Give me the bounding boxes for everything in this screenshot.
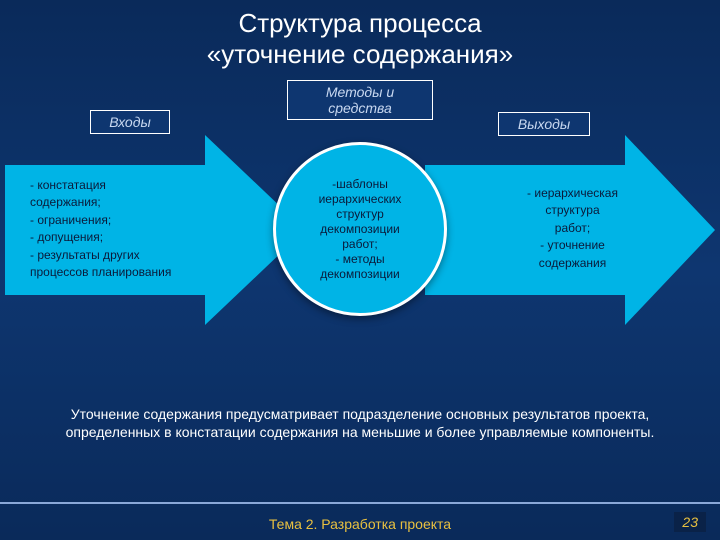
footer-divider xyxy=(0,502,720,504)
center-text: -шаблоны иерархических структур декомпоз… xyxy=(319,177,402,282)
methods-label: Методы и средства xyxy=(287,80,433,120)
outputs-text: - иерархическая структура работ; - уточн… xyxy=(485,185,660,272)
title-line1: Структура процесса xyxy=(238,8,481,38)
description-text: Уточнение содержания предусматривает под… xyxy=(28,405,692,441)
page-number: 23 xyxy=(674,512,706,532)
slide-title: Структура процесса «уточнение содержания… xyxy=(0,0,720,70)
footer-theme: Тема 2. Разработка проекта xyxy=(0,516,720,532)
title-line2: «уточнение содержания» xyxy=(207,39,513,69)
methods-circle: -шаблоны иерархических структур декомпоз… xyxy=(273,142,447,316)
inputs-text: - констатация содержания; - ограничения;… xyxy=(30,177,245,281)
process-diagram: - констатация содержания; - ограничения;… xyxy=(0,115,720,385)
